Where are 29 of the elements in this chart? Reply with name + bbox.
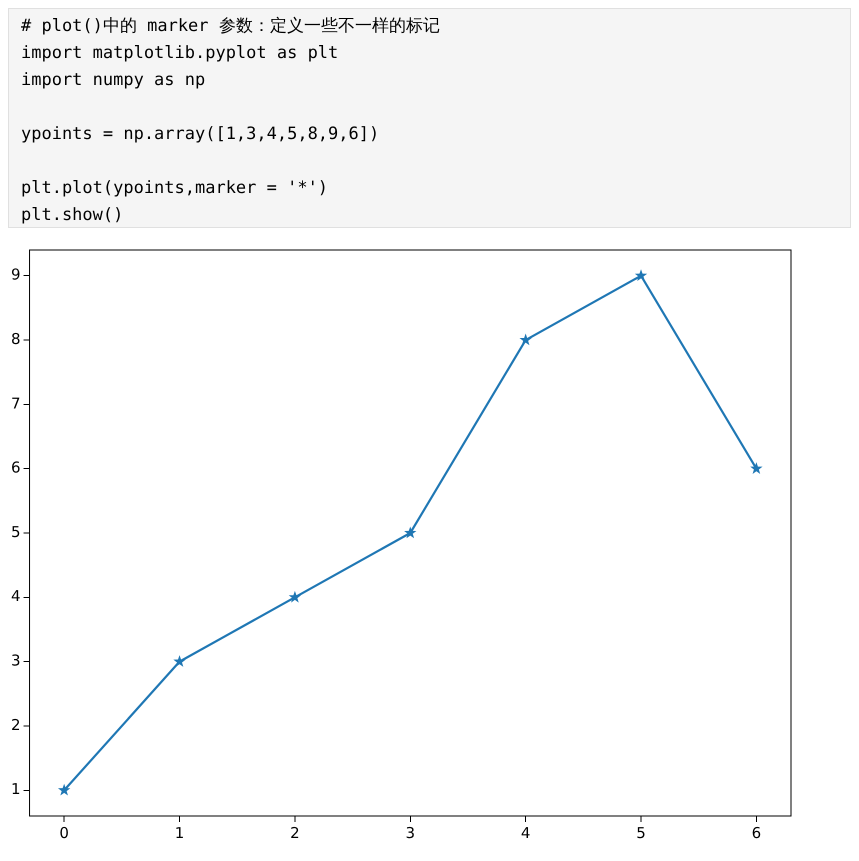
y-tick-label: 1 bbox=[10, 780, 21, 798]
point bbox=[750, 462, 763, 474]
x-tick-label: 1 bbox=[174, 824, 184, 842]
point bbox=[173, 655, 186, 667]
text: plt.plot(ypoints,marker = '*') bbox=[21, 177, 330, 200]
x-tick-label: 3 bbox=[406, 824, 416, 842]
text: plt.show() bbox=[21, 204, 124, 227]
y-tick-label: 6 bbox=[10, 458, 21, 477]
x-tick-label: 4 bbox=[520, 824, 530, 842]
y-tick-label: 4 bbox=[10, 587, 21, 606]
y-tick-label: 2 bbox=[10, 716, 21, 734]
x-tick-label: 0 bbox=[59, 824, 69, 842]
point bbox=[58, 784, 70, 796]
y-tick-label: 7 bbox=[10, 394, 21, 412]
text: import numpy as np bbox=[21, 69, 206, 92]
y-tick-label: 9 bbox=[10, 266, 21, 284]
text: # plot()中的 marker 参数：定义一些不一样的标记 bbox=[21, 15, 441, 38]
x-tick-label: 5 bbox=[636, 824, 646, 842]
x-tick-label: 6 bbox=[752, 824, 762, 842]
y-tick-label: 8 bbox=[10, 330, 21, 348]
x-tick-label: 2 bbox=[290, 824, 300, 842]
y-tick-label: 3 bbox=[10, 652, 21, 670]
point bbox=[634, 269, 648, 281]
point bbox=[288, 590, 302, 603]
y-tick-label: 5 bbox=[10, 522, 21, 541]
text: import matplotlib.pyplot as plt bbox=[21, 42, 340, 65]
point bbox=[519, 334, 532, 346]
text: ypoints = np.array([1,3,4,5,8,9,6]) bbox=[21, 123, 380, 146]
point bbox=[404, 526, 416, 538]
